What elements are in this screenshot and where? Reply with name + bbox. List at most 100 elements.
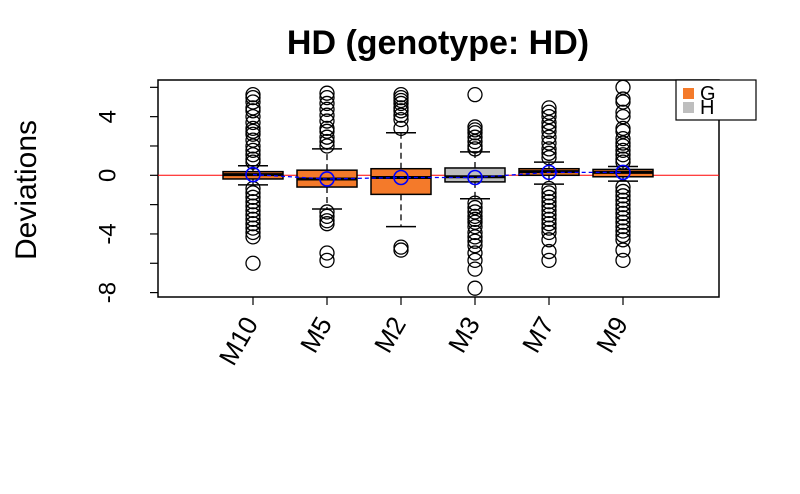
outlier-point [615, 210, 631, 226]
outlier-point [319, 95, 335, 112]
outlier-point [615, 218, 631, 235]
outlier-point [615, 196, 631, 213]
outlier-point [615, 232, 631, 248]
outlier-point [467, 204, 483, 220]
outlier-point [467, 218, 483, 235]
outlier-point [541, 185, 557, 201]
outlier-point [319, 113, 335, 129]
outlier-point [467, 141, 483, 157]
outlier-point [393, 103, 409, 119]
y-tick-label: -8 [95, 282, 122, 303]
outlier-point [615, 138, 631, 154]
outlier-point [319, 107, 335, 123]
y-tick-label: 4 [95, 110, 122, 123]
outlier-point [615, 154, 631, 170]
outlier-point [467, 252, 483, 268]
outlier-point [615, 205, 631, 222]
outlier-point [319, 245, 335, 261]
outlier-point [541, 207, 557, 223]
box-m7 [518, 100, 580, 268]
outlier-point [245, 202, 261, 219]
outlier-point [541, 141, 557, 157]
y-axis-label: Deviations [10, 120, 43, 260]
outlier-point [541, 194, 557, 210]
outlier-point [615, 227, 631, 244]
outlier-point [615, 188, 631, 204]
legend-swatch [683, 88, 694, 99]
outlier-point [245, 216, 261, 232]
outlier-point [319, 89, 335, 106]
outlier-point [245, 147, 261, 163]
outlier-point [541, 211, 557, 227]
outlier-point [467, 280, 483, 296]
outlier-point [467, 238, 483, 254]
outlier-point [615, 109, 631, 125]
outlier-point [245, 229, 261, 245]
outlier-point [541, 202, 557, 219]
outlier-point [615, 147, 631, 163]
outlier-point [541, 198, 557, 214]
outlier-point [319, 101, 335, 117]
y-tick-label: -4 [95, 223, 122, 244]
outlier-point [319, 204, 335, 220]
outlier-point [541, 232, 557, 248]
outlier-point [541, 189, 557, 205]
outlier-point [393, 107, 409, 123]
legend-box [675, 79, 757, 121]
outlier-point [541, 220, 557, 236]
legend: GH [675, 79, 757, 121]
outlier-point [319, 85, 335, 101]
outlier-point [245, 189, 261, 205]
outlier-point [245, 94, 261, 110]
outlier-point [245, 154, 261, 170]
outlier-point [245, 194, 261, 210]
outlier-point [319, 133, 335, 150]
boxes-group [222, 79, 654, 296]
outlier-point [467, 233, 483, 249]
outlier-point [467, 214, 483, 230]
outlier-point [467, 87, 483, 103]
outlier-point [245, 109, 261, 125]
outlier-point [393, 111, 409, 128]
x-axis: M10 M5 M2 M3 M7 M9 [213, 297, 634, 370]
mean-marker [467, 169, 483, 186]
outlier-point [467, 195, 483, 211]
outlier-point [245, 220, 261, 236]
outlier-point [541, 252, 557, 268]
x-tick-label: M9 [590, 312, 634, 358]
outlier-point [615, 192, 631, 208]
box-m5 [296, 85, 358, 268]
mean-marker [319, 171, 335, 187]
y-axis: -8 -4 0 4 [95, 86, 158, 303]
x-tick-label: M5 [294, 312, 338, 358]
outlier-point [319, 123, 335, 139]
outlier-point [245, 89, 261, 106]
outlier-point [467, 125, 483, 141]
outlier-point [393, 95, 409, 112]
y-tick-label: 0 [95, 169, 122, 182]
outlier-point [245, 255, 261, 271]
mean-connector-line [252, 171, 623, 180]
box-m2 [370, 87, 432, 258]
outlier-point [467, 229, 483, 245]
outlier-point [541, 100, 557, 116]
outlier-point [541, 145, 557, 161]
mean-marker [393, 169, 409, 186]
outlier-point [393, 242, 409, 258]
chart-title: HD (genotype: HD) [287, 24, 589, 62]
outlier-point [245, 138, 261, 154]
outlier-point [615, 130, 631, 147]
outlier-point [615, 183, 631, 200]
outlier-point [245, 185, 261, 201]
outlier-point [319, 208, 335, 225]
x-tick-label: M3 [442, 312, 486, 358]
outlier-point [615, 252, 631, 268]
outlier-point [541, 114, 557, 131]
outlier-point [245, 132, 261, 148]
legend-label: G [700, 83, 716, 105]
outlier-point [245, 123, 261, 139]
outlier-point [393, 239, 409, 255]
outlier-point [245, 207, 261, 223]
outlier-point [541, 224, 557, 241]
